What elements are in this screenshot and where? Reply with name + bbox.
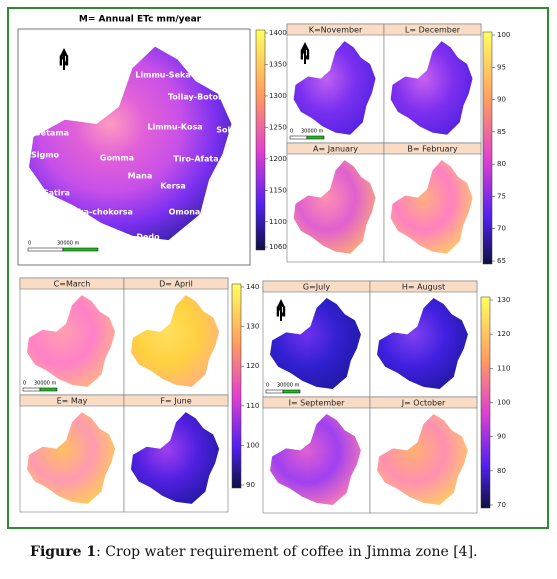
colorbar-tick-label: 100	[497, 31, 510, 39]
scale-label: 30000 m	[301, 129, 323, 135]
panel-title: E= May	[57, 397, 88, 406]
panel-header	[123, 394, 229, 407]
scale-bar	[39, 387, 58, 392]
place-label: Dedo	[136, 233, 160, 242]
scale-label: 0	[290, 129, 293, 135]
colorbar-tick-label: 1100	[269, 218, 287, 226]
place-label: Sokoru	[216, 126, 248, 135]
place-label: Gomma	[100, 154, 134, 163]
colorbar-tick-label: 80	[497, 467, 506, 475]
panel-title: H= August	[402, 283, 445, 292]
colorbar-tick-label: 95	[497, 63, 506, 71]
panel-title: J= October	[401, 399, 446, 408]
north-label: N	[276, 306, 287, 321]
place-label: Tiro-Afata	[173, 155, 218, 164]
caption-text: : Crop water requirement of coffee in Ji…	[96, 544, 477, 560]
place-label: Limmu-Kosa	[147, 123, 202, 132]
place-label: Omonada	[169, 208, 212, 217]
colorbar-tick-label: 1400	[269, 29, 287, 37]
panel-header	[383, 23, 482, 36]
colorbar	[480, 296, 491, 509]
colorbar	[231, 283, 242, 489]
colorbar-tick-label: 100	[497, 399, 510, 407]
panel-title: B= February	[407, 145, 457, 154]
north-arrow-head	[277, 299, 285, 307]
place-label: Sigmo	[31, 151, 60, 160]
place-label: Limmu-Seka	[135, 71, 190, 80]
scale-bar	[282, 389, 301, 394]
scale-label: 0	[23, 381, 26, 387]
colorbar-tick-label: 120	[497, 330, 510, 338]
caption-label: Figure 1	[30, 544, 96, 560]
scale-label: 0	[266, 383, 269, 389]
place-label: Seka-chokorsa	[67, 208, 133, 217]
panel-title: C=March	[54, 280, 91, 289]
scale-bar	[306, 135, 325, 140]
panel-title: I= September	[289, 399, 346, 408]
scale-label: 0	[28, 241, 31, 247]
north-label: N	[300, 49, 311, 64]
place-label: Kersa	[160, 182, 186, 191]
place-label: Gatira	[42, 189, 70, 198]
panel-title: L= December	[405, 26, 461, 35]
north-label: N	[59, 55, 70, 70]
panel-title: K=November	[309, 26, 363, 35]
colorbar-tick-label: 140	[246, 283, 259, 291]
colorbar-tick-label: 1350	[269, 60, 287, 68]
north-arrow-head	[301, 42, 309, 50]
panel-header	[369, 396, 478, 409]
panel-header	[383, 142, 482, 155]
colorbar-tick-label: 1200	[269, 155, 287, 163]
figure-frame	[7, 7, 549, 529]
colorbar-tick-label: 100	[246, 441, 259, 449]
colorbar-tick-label: 90	[497, 96, 506, 104]
colorbar-tick-label: 85	[497, 128, 506, 136]
panel-header	[123, 277, 229, 290]
colorbar-tick-label: 65	[497, 257, 506, 265]
scale-bar	[265, 389, 284, 394]
panel-title: G=July	[303, 283, 331, 292]
colorbar-tick-label: 120	[246, 362, 259, 370]
colorbar	[482, 31, 493, 265]
colorbar-tick-label: 70	[497, 225, 506, 233]
colorbar-tick-label: 110	[497, 364, 510, 372]
place-label: Tollay-Botor	[168, 93, 222, 102]
main-title: M= Annual ETc mm/year	[79, 15, 202, 25]
colorbar-tick-label: 1250	[269, 123, 287, 131]
place-label: Setama	[35, 129, 69, 138]
panel-title: A= January	[313, 145, 358, 154]
scale-bar	[22, 387, 41, 392]
colorbar-tick-label: 1300	[269, 92, 287, 100]
place-label: Mana	[128, 172, 152, 181]
panel-header	[369, 280, 478, 293]
colorbar-tick-label: 130	[497, 296, 510, 304]
colorbar-tick-label: 90	[497, 433, 506, 441]
scale-label: 30000 m	[57, 241, 79, 247]
panel-title: D= April	[159, 280, 193, 289]
colorbar	[255, 29, 266, 251]
colorbar-tick-label: 1150	[269, 186, 287, 194]
colorbar-tick-label: 80	[497, 160, 506, 168]
panel-title: F= June	[160, 397, 191, 406]
scale-label: 30000 m	[34, 381, 56, 387]
scale-label: 30000 m	[277, 383, 299, 389]
caption: Figure 1: Crop water requirement of coff…	[30, 544, 478, 560]
scale-bar	[62, 247, 99, 252]
scale-bar	[289, 135, 308, 140]
colorbar-tick-label: 70	[497, 501, 506, 509]
north-arrow-head	[60, 48, 68, 56]
colorbar-tick-label: 1060	[269, 243, 287, 251]
colorbar-tick-label: 130	[246, 323, 259, 331]
colorbar-tick-label: 90	[246, 481, 255, 489]
colorbar-tick-label: 110	[246, 402, 259, 410]
colorbar-tick-label: 75	[497, 192, 506, 200]
scale-bar	[27, 247, 64, 252]
